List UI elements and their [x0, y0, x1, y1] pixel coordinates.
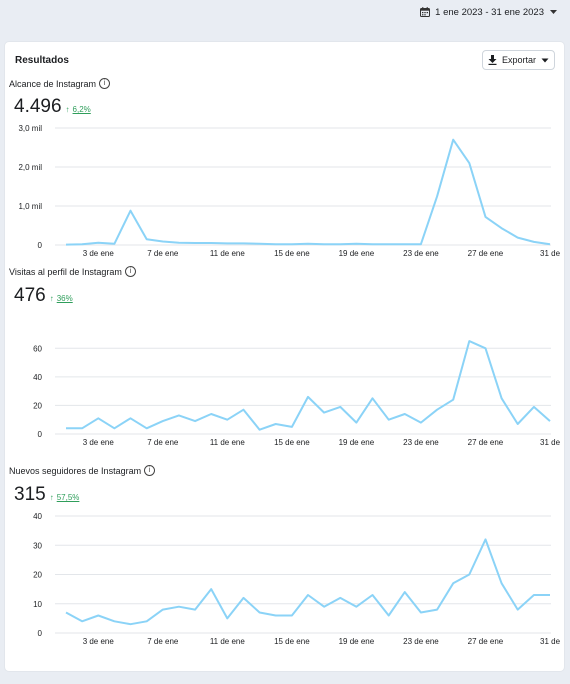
- x-tick-label: 19 de ene: [339, 637, 375, 646]
- new-followers-chart: 0 10 20 30 40 3 de ene 7 de ene 11 de ene 15 de …: [33, 512, 561, 646]
- metric-label-text: Nuevos seguidores de Instagram: [9, 465, 142, 476]
- x-tick-label: 19 de ene: [339, 249, 375, 258]
- metric-value-text: 4.496: [14, 96, 62, 117]
- series-line: [65, 538, 550, 626]
- x-tick-label: 3 de ene: [83, 637, 115, 646]
- y-tick-label: 0: [38, 629, 43, 638]
- calendar-icon: [420, 7, 431, 17]
- info-icon[interactable]: i: [124, 266, 136, 277]
- date-range-label: 1 ene 2023 - 31 ene 2023: [435, 6, 544, 18]
- x-tick-label: 7 de ene: [147, 438, 179, 447]
- series-line: [66, 340, 551, 431]
- caret-down-icon: [550, 10, 557, 14]
- metric-value-text: 476: [14, 285, 46, 306]
- x-tick-label: 11 de ene: [210, 637, 246, 646]
- x-tick-label: 23 de ene: [403, 249, 439, 258]
- y-tick-label: 30: [33, 541, 42, 550]
- x-tick-label: 31 de: [540, 637, 561, 646]
- y-tick-label: 3,0 mil: [18, 124, 42, 133]
- x-tick-label: 27 de ene: [468, 249, 504, 258]
- metric-label-text: Alcance de Instagram: [9, 78, 97, 89]
- y-tick-label: 0: [38, 430, 43, 439]
- top-bar: 1 ene 2023 - 31 ene 2023: [0, 0, 570, 40]
- x-tick-label: 7 de ene: [147, 249, 179, 258]
- y-tick-label: 2,0 mil: [18, 163, 42, 172]
- series-line: [65, 138, 551, 246]
- metric-label-text: Visitas al perfil de Instagram: [9, 266, 122, 277]
- download-icon: [488, 55, 497, 65]
- results-card: Resultados Exportar: [5, 42, 564, 671]
- arrow-up-icon: ↑: [49, 294, 54, 303]
- metric-value-reach: 4.496 ↑ 6,2%: [14, 96, 91, 118]
- metric-change: ↑ 6,2%: [66, 105, 91, 114]
- metric-value-profile-visits: 476 ↑ 36%: [14, 285, 73, 307]
- info-icon[interactable]: i: [99, 78, 111, 89]
- x-tick-label: 23 de ene: [403, 438, 439, 447]
- export-label: Exportar: [501, 55, 536, 65]
- x-tick-label: 11 de ene: [210, 249, 246, 258]
- y-tick-label: 20: [33, 401, 42, 410]
- metric-label-reach: Alcance de Instagram i: [9, 78, 111, 89]
- date-range-picker[interactable]: 1 ene 2023 - 31 ene 2023: [420, 5, 558, 19]
- x-tick-label: 27 de ene: [468, 438, 504, 447]
- metric-value-new-followers: 315 ↑ 57,5%: [14, 484, 79, 506]
- metric-label-profile-visits: Visitas al perfil de Instagram i: [9, 266, 136, 277]
- metric-change-value: 57,5%: [56, 493, 80, 502]
- results-title: Resultados: [15, 55, 69, 66]
- x-tick-label: 11 de ene: [210, 438, 246, 447]
- reach-chart: 0 1,0 mil 2,0 mil 3,0 mil 3 de ene 7 de ene 11…: [18, 124, 561, 258]
- y-tick-label: 40: [33, 373, 42, 382]
- x-tick-label: 3 de ene: [83, 249, 115, 258]
- profile-visits-chart: 0 20 40 60 3 de ene 7 de ene 11 de ene 15 de en…: [33, 340, 561, 447]
- x-tick-label: 23 de ene: [403, 637, 439, 646]
- x-tick-label: 15 de ene: [274, 637, 310, 646]
- y-tick-label: 60: [33, 344, 42, 353]
- y-tick-label: 10: [33, 600, 42, 609]
- y-tick-label: 40: [33, 512, 42, 521]
- x-tick-label: 31 de: [540, 249, 561, 258]
- info-icon[interactable]: i: [144, 465, 156, 476]
- arrow-up-icon: ↑: [65, 105, 70, 114]
- metric-change-value: 6,2%: [72, 105, 91, 114]
- metric-change-value: 36%: [56, 294, 73, 303]
- y-tick-label: 1,0 mil: [18, 202, 42, 211]
- caret-down-icon: [541, 58, 549, 62]
- metric-change: ↑ 36%: [50, 294, 73, 303]
- metric-value-text: 315: [14, 484, 46, 505]
- x-tick-label: 7 de ene: [147, 637, 179, 646]
- x-tick-label: 15 de ene: [274, 249, 310, 258]
- x-tick-label: 15 de ene: [274, 438, 310, 447]
- metric-label-new-followers: Nuevos seguidores de Instagram i: [9, 465, 156, 476]
- metric-change: ↑ 57,5%: [50, 493, 80, 502]
- arrow-up-icon: ↑: [49, 493, 54, 502]
- x-tick-label: 31 de: [540, 438, 561, 447]
- x-tick-label: 27 de ene: [468, 637, 504, 646]
- x-tick-label: 3 de ene: [83, 438, 115, 447]
- export-button[interactable]: Exportar: [482, 50, 555, 70]
- y-tick-label: 20: [33, 571, 42, 580]
- y-tick-label: 0: [38, 241, 43, 250]
- x-tick-label: 19 de ene: [339, 438, 375, 447]
